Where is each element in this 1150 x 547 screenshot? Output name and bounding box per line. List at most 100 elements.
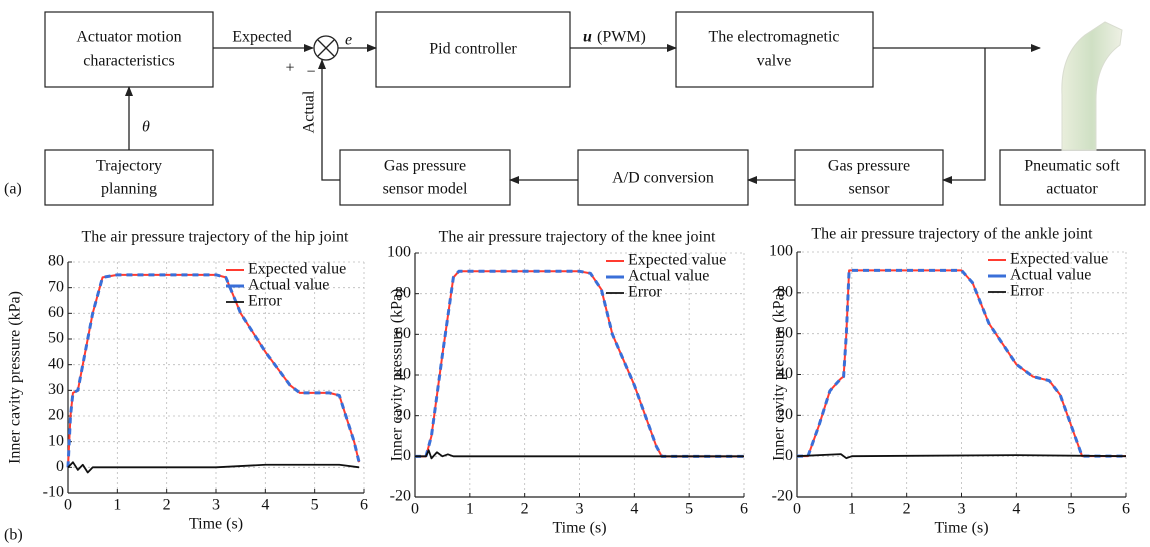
y-tick-label: 0 [56, 458, 64, 475]
node-box [794, 149, 944, 206]
legend-label: Error [248, 293, 282, 310]
signal-label: e [345, 32, 352, 49]
series-line [67, 273, 361, 468]
series-line [797, 268, 1126, 458]
node-label: A/D conversion [612, 170, 714, 187]
arrow [318, 59, 340, 181]
y-tick-label: 100 [769, 243, 793, 260]
node-label: sensor model [383, 181, 468, 198]
node-box [375, 11, 571, 88]
node-box [675, 11, 874, 88]
y-tick-label: 40 [777, 365, 793, 382]
y-tick-label: 80 [48, 253, 64, 270]
node-box [577, 149, 749, 206]
chart-title: The air pressure trajectory of the hip j… [81, 229, 349, 246]
y-axis-label: Inner cavity pressure (kPa) [771, 288, 788, 461]
x-tick-label: 2 [521, 501, 529, 518]
x-tick-label: 2 [903, 501, 911, 518]
x-tick-label: 5 [1067, 501, 1075, 518]
x-tick-label: 1 [466, 501, 474, 518]
signal-sign: + [285, 60, 294, 77]
y-tick-label: -20 [772, 488, 793, 505]
y-tick-label: -10 [43, 484, 64, 501]
y-tick-label: -20 [390, 488, 411, 505]
signal-label: u [583, 29, 592, 46]
actuator-image [1061, 21, 1123, 151]
node-box [44, 149, 214, 206]
x-axis-label: Time (s) [552, 520, 606, 537]
y-tick-label: 20 [48, 407, 64, 424]
y-tick-label: 20 [395, 406, 411, 423]
x-axis-label: Time (s) [189, 516, 243, 533]
series-line [67, 461, 360, 474]
y-tick-label: 60 [48, 304, 64, 321]
x-tick-label: 3 [576, 501, 584, 518]
node-label: valve [757, 53, 792, 70]
y-tick-label: 40 [48, 355, 64, 372]
signal-label: (PWM) [597, 29, 646, 46]
node-label: Gas pressure [384, 158, 466, 175]
panel-label: (b) [4, 527, 23, 544]
x-tick-label: 6 [740, 501, 748, 518]
panel-label: (a) [4, 181, 22, 198]
legend-label: Actual value [248, 277, 329, 294]
node-label: sensor [849, 181, 891, 198]
node-label: Actuator motion [76, 29, 181, 46]
x-tick-label: 0 [411, 501, 419, 518]
x-tick-label: 4 [1012, 501, 1020, 518]
y-tick-label: 60 [395, 325, 411, 342]
x-tick-label: 3 [212, 497, 220, 514]
node-label: characteristics [83, 53, 175, 70]
x-tick-label: 2 [163, 497, 171, 514]
x-tick-label: 5 [311, 497, 319, 514]
y-tick-label: 50 [48, 330, 64, 347]
chart-title: The air pressure trajectory of the knee … [439, 229, 716, 246]
series-line [415, 449, 744, 460]
y-tick-label: 40 [395, 366, 411, 383]
y-tick-label: 0 [403, 447, 411, 464]
x-tick-label: 3 [958, 501, 966, 518]
legend-label: Expected value [1010, 251, 1108, 268]
signal-label: Expected [232, 29, 292, 46]
x-tick-label: 0 [793, 501, 801, 518]
signal-label: Actual [301, 90, 318, 133]
x-tick-label: 6 [1122, 501, 1130, 518]
y-tick-label: 100 [387, 244, 411, 261]
y-tick-label: 0 [785, 447, 793, 464]
node-box [339, 149, 511, 206]
y-tick-label: 20 [777, 406, 793, 423]
x-tick-label: 6 [360, 497, 368, 514]
y-tick-label: 80 [777, 284, 793, 301]
legend-label: Expected value [628, 252, 726, 269]
x-axis-label: Time (s) [934, 520, 988, 537]
series-line [415, 269, 744, 458]
y-tick-label: 80 [395, 284, 411, 301]
node-box [999, 149, 1146, 206]
y-axis-label: Inner cavity pressure (kPa) [7, 291, 24, 464]
node-label: Pid controller [429, 41, 517, 58]
x-tick-label: 4 [261, 497, 269, 514]
x-tick-label: 1 [113, 497, 121, 514]
y-tick-label: 70 [48, 278, 64, 295]
legend-label: Expected value [248, 261, 346, 278]
block-diagram: Actuator motion characteristics Pid cont… [4, 11, 1146, 206]
summing-cross [317, 39, 335, 57]
arrow [942, 48, 986, 184]
x-tick-label: 4 [630, 501, 638, 518]
y-tick-label: 10 [48, 432, 64, 449]
series-line [796, 453, 1127, 460]
y-tick-label: 60 [777, 324, 793, 341]
node-label: Trajectory [96, 158, 162, 175]
node-label: planning [101, 181, 157, 198]
legend-label: Actual value [1010, 267, 1091, 284]
node-label: Gas pressure [828, 158, 910, 175]
x-tick-label: 5 [685, 501, 693, 518]
legend-label: Actual value [628, 268, 709, 285]
chart-title: The air pressure trajectory of the ankle… [811, 226, 1093, 243]
signal-sign: − [306, 64, 315, 81]
x-tick-label: 0 [64, 497, 72, 514]
signal-label: θ [142, 119, 150, 136]
legend-label: Error [1010, 283, 1044, 300]
